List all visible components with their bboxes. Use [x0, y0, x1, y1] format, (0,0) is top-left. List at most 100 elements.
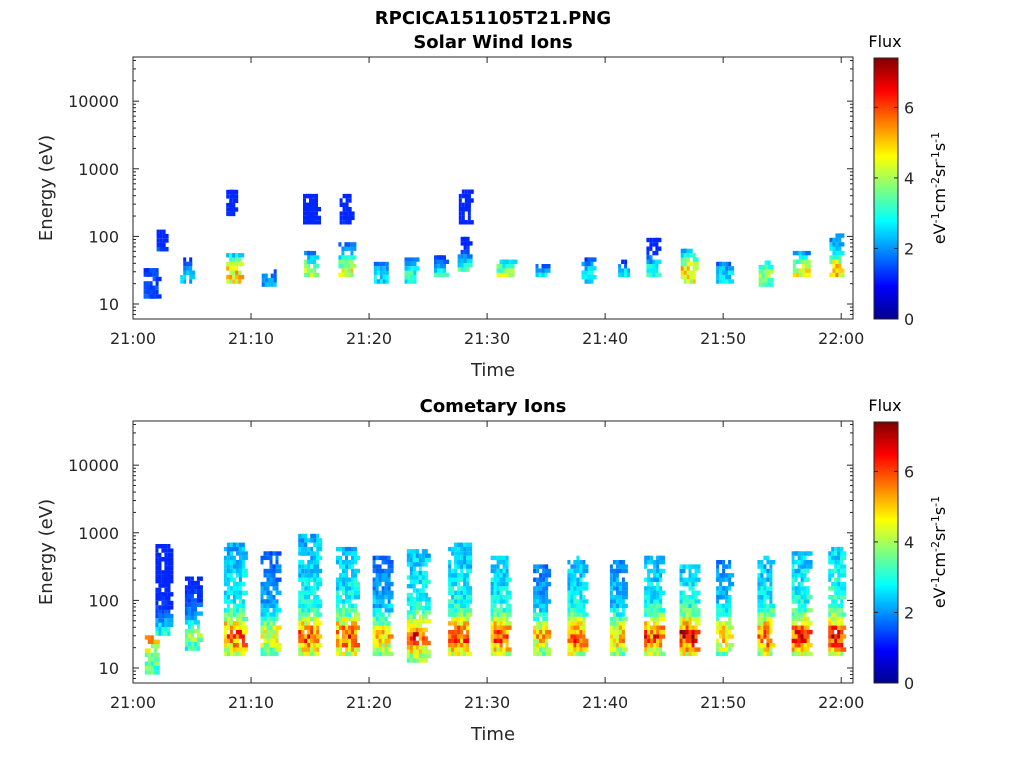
flux-cell: [342, 546, 345, 552]
flux-cell: [263, 608, 270, 613]
flux-cell: [688, 581, 692, 587]
flux-cell: [196, 633, 203, 638]
flux-cell: [384, 608, 388, 613]
flux-cell: [162, 229, 166, 234]
flux-cell: [612, 651, 616, 657]
flux-cell: [769, 577, 773, 582]
flux-cell: [659, 608, 666, 613]
flux-cell: [354, 568, 360, 574]
x-tick-label: 21:40: [582, 329, 628, 348]
flux-cell: [758, 269, 765, 274]
flux-cell: [621, 647, 628, 652]
flux-cell: [336, 555, 342, 561]
flux-cell: [196, 602, 203, 608]
flux-cell: [769, 621, 773, 626]
flux-cell: [570, 599, 574, 604]
x-tick-label: 21:20: [346, 329, 392, 348]
flux-cell: [766, 634, 770, 639]
flux-cell: [840, 590, 847, 595]
flux-cell: [490, 555, 497, 561]
flux-cell: [263, 625, 267, 630]
flux-cell: [164, 552, 168, 558]
flux-cell: [490, 577, 494, 582]
flux-cell: [385, 274, 389, 280]
flux-cell: [307, 546, 311, 552]
flux-cell: [493, 608, 497, 613]
flux-cell: [576, 625, 580, 630]
flux-cell: [354, 555, 360, 561]
flux-cell: [354, 634, 357, 639]
flux-cell: [454, 595, 461, 600]
flux-cell: [760, 629, 764, 635]
flux-cell: [722, 560, 726, 565]
flux-cell: [838, 246, 842, 251]
x-tick-label: 21:30: [464, 329, 510, 348]
flux-cell: [223, 595, 227, 600]
flux-cell: [792, 272, 796, 278]
flux-cell: [582, 595, 586, 600]
flux-cell: [260, 608, 264, 613]
flux-cell: [313, 621, 317, 626]
flux-cell: [624, 264, 628, 269]
flux-cell: [409, 584, 413, 589]
flux-cell: [685, 564, 689, 569]
flux-cell: [301, 546, 305, 552]
flux-cell: [502, 586, 509, 591]
flux-cell: [164, 622, 168, 627]
flux-cell: [806, 568, 810, 574]
flux-cell: [338, 242, 342, 247]
flux-cell: [190, 624, 194, 629]
flux-cell: [418, 553, 422, 558]
flux-cell: [269, 599, 273, 604]
flux-cell: [716, 638, 720, 643]
flux-cell: [339, 198, 343, 203]
flux-cell: [147, 639, 154, 644]
flux-cell: [375, 586, 379, 591]
flux-cell: [421, 627, 425, 633]
flux-cell: [232, 546, 239, 552]
flux-cell: [582, 586, 589, 591]
flux-cell: [650, 625, 657, 630]
flux-cell: [235, 261, 239, 267]
flux-cell: [153, 639, 160, 644]
flux-cell: [354, 560, 357, 565]
flux-cell: [466, 590, 473, 595]
flux-cell: [496, 564, 500, 569]
flux-cell: [502, 634, 506, 639]
flux-cell: [688, 577, 695, 582]
flux-cell: [448, 621, 452, 626]
flux-cell: [180, 279, 184, 284]
flux-cell: [542, 612, 546, 617]
flux-cell: [196, 628, 200, 634]
flux-cell: [582, 608, 586, 613]
flux-cell: [686, 253, 690, 258]
flux-cell: [466, 608, 473, 613]
flux-cell: [313, 625, 317, 630]
flux-cell: [615, 577, 619, 582]
flux-cell: [505, 603, 512, 609]
flux-cell: [609, 581, 613, 587]
colorbar-tick-label: 2: [904, 239, 914, 258]
flux-cell: [159, 238, 163, 243]
flux-cell: [803, 577, 807, 582]
flux-cell: [649, 246, 653, 251]
flux-cell: [348, 564, 351, 569]
flux-cell: [448, 651, 452, 657]
flux-cell: [152, 285, 156, 290]
y-tick-label: 1000: [78, 160, 119, 179]
flux-cell: [655, 272, 662, 278]
flux-cell: [155, 579, 162, 584]
flux-cell: [463, 254, 467, 259]
flux-cell: [238, 261, 245, 267]
flux-cell: [467, 215, 471, 221]
flux-cell: [316, 533, 320, 539]
flux-cell: [655, 264, 659, 269]
flux-cell: [372, 621, 379, 626]
flux-cell: [838, 242, 845, 247]
flux-cell: [304, 581, 308, 587]
flux-cell: [719, 608, 723, 613]
flux-cell: [375, 564, 382, 569]
flux-cell: [767, 269, 774, 274]
flux-cell: [464, 189, 468, 194]
